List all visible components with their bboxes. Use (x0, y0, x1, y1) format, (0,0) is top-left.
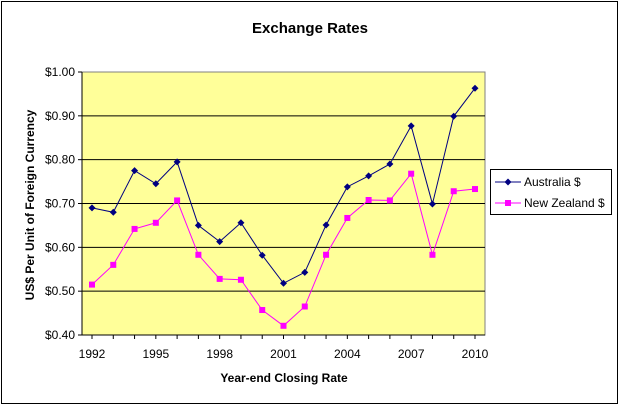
data-point-new-zealand (280, 322, 287, 329)
data-point-australia (88, 204, 96, 212)
data-point-australia (131, 167, 139, 175)
gridlines (82, 115, 485, 292)
data-point-new-zealand (450, 188, 457, 195)
x-tick-label: 2001 (270, 347, 297, 361)
chart-title: Exchange Rates (252, 20, 368, 37)
x-tick-label: 1998 (206, 347, 233, 361)
data-point-new-zealand (472, 186, 478, 193)
y-axis-label: US$ Per Unit of Foreign Currency (23, 109, 37, 300)
data-point-new-zealand (195, 251, 202, 258)
legend-label-australia: Australia $ (524, 175, 581, 189)
data-point-new-zealand (386, 197, 393, 204)
x-tick-label: 2004 (334, 347, 361, 361)
data-point-new-zealand (344, 214, 351, 221)
legend-item-australia: Australia $ (491, 173, 611, 191)
data-point-australia (237, 219, 245, 227)
data-point-australia (301, 268, 309, 276)
x-tick-label: 1995 (142, 347, 169, 361)
data-point-new-zealand (365, 196, 372, 203)
data-point-australia (450, 112, 458, 120)
data-point-australia (365, 172, 373, 180)
legend: Australia $ New Zealand $ (490, 169, 612, 215)
x-tick-label: 1992 (79, 347, 106, 361)
data-point-new-zealand (110, 261, 117, 268)
data-point-australia (386, 160, 394, 168)
data-point-new-zealand (323, 251, 330, 258)
data-point-new-zealand (174, 197, 181, 204)
data-point-australia (109, 208, 117, 216)
x-tick-label: 2007 (398, 347, 425, 361)
legend-label-new-zealand: New Zealand $ (524, 196, 605, 210)
data-point-australia (216, 238, 224, 246)
data-point-new-zealand (259, 307, 266, 314)
data-point-new-zealand (429, 251, 436, 258)
data-point-australia (428, 200, 436, 208)
data-point-new-zealand (216, 275, 223, 282)
y-tick-label: $0.90 (45, 109, 75, 123)
data-point-australia (152, 180, 160, 188)
y-tick-label: $0.70 (45, 197, 75, 211)
data-point-australia (471, 84, 479, 92)
y-tick-label: $1.00 (45, 65, 75, 79)
x-tick-label: 2010 (462, 347, 489, 361)
y-tick-label: $0.50 (45, 284, 75, 298)
series-layer (88, 84, 479, 329)
data-point-new-zealand (408, 170, 415, 177)
data-point-new-zealand (131, 225, 138, 232)
data-point-australia (322, 221, 330, 229)
data-point-australia (343, 183, 351, 191)
data-point-australia (258, 251, 266, 259)
legend-swatch-australia (495, 178, 521, 186)
y-tick-label: $0.80 (45, 153, 75, 167)
data-point-australia (173, 158, 181, 166)
data-point-new-zealand (89, 281, 95, 288)
data-point-new-zealand (152, 219, 159, 226)
data-point-australia (407, 122, 415, 130)
y-tick-label: $0.40 (45, 328, 75, 342)
data-point-australia (194, 221, 202, 229)
x-axis-label: Year-end Closing Rate (220, 371, 348, 385)
data-point-new-zealand (237, 276, 244, 283)
data-point-new-zealand (301, 303, 308, 310)
y-tick-label: $0.60 (45, 240, 75, 254)
axes: $0.40 $0.50 $0.60 $0.70 $0.80 $0.90 $1.00 1992 1… (45, 65, 489, 361)
legend-item-new-zealand: New Zealand $ (491, 194, 611, 212)
data-point-australia (280, 279, 287, 287)
legend-swatch-new-zealand (495, 200, 521, 206)
